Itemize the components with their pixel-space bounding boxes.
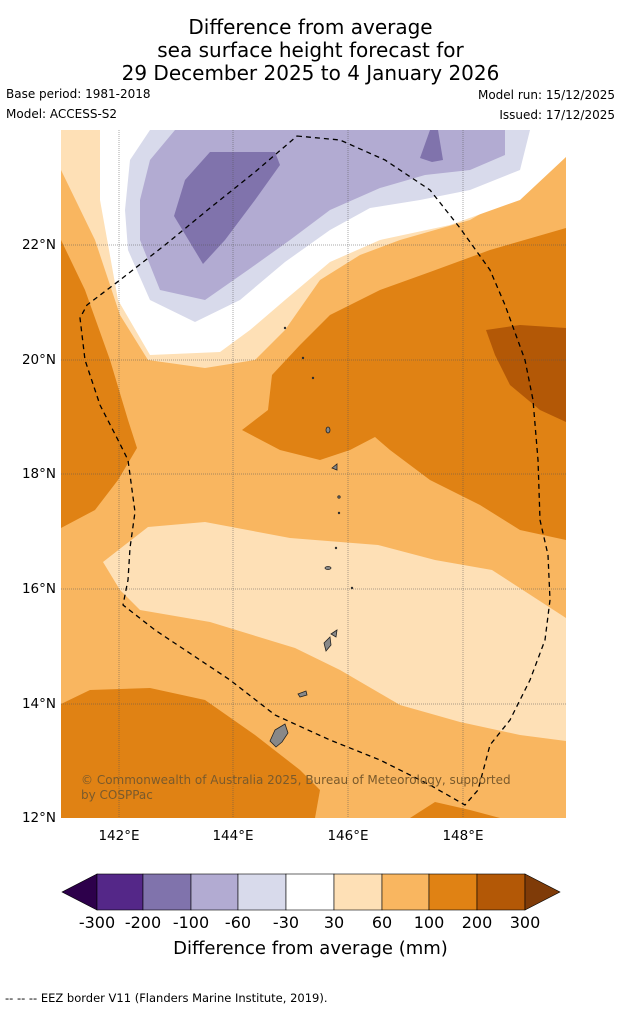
pagan-island (325, 426, 331, 434)
colorbar-tick: 100 (413, 913, 445, 932)
anomaly-200-300-northeast (486, 325, 566, 422)
lon-label: 148°E (442, 828, 483, 844)
colorbar-segment (96, 873, 144, 911)
lon-labels: 142°E 144°E 146°E 148°E (98, 828, 483, 844)
lat-label: 22°N (22, 237, 56, 253)
colorbar-tick: 300 (509, 913, 541, 932)
anomaly-100-200-south (410, 802, 500, 818)
lon-label: 146°E (327, 828, 368, 844)
colorbar-label: Difference from average (mm) (173, 938, 448, 959)
lat-label: 20°N (22, 352, 56, 368)
title-line-2: sea surface height forecast for (157, 38, 464, 62)
eez-legend-footer: -- -- -- EEZ border V11 (Flanders Marine… (5, 991, 328, 1005)
issued-date: Issued: 17/12/2025 (499, 108, 615, 122)
alamagan-island (337, 495, 341, 499)
colorbar-tick: 30 (323, 913, 345, 932)
colorbar-segment (285, 873, 335, 911)
title-line-1: Difference from average (188, 15, 433, 39)
lat-label: 18°N (22, 466, 56, 482)
lat-label: 12°N (22, 810, 56, 826)
islands (269, 326, 354, 748)
colorbar-segment (428, 873, 478, 911)
graticule (61, 130, 566, 818)
lat-labels: 22°N 20°N 18°N 16°N 14°N 12°N (22, 237, 56, 826)
lat-label: 14°N (22, 696, 56, 712)
colorbar (61, 873, 561, 911)
copyright-notice: © Commonwealth of Australia 2025, Bureau… (81, 773, 511, 802)
anomaly-minus100-region (174, 152, 280, 264)
colorbar-tick: -300 (78, 913, 116, 932)
base-period: Base period: 1981-2018 (6, 87, 151, 101)
tinian-island (330, 629, 338, 638)
colorbar-segment (190, 873, 239, 911)
colorbar-tick: -30 (272, 913, 300, 932)
colorbar-segment (333, 873, 383, 911)
colorbar-tick: 60 (371, 913, 393, 932)
model-name: Model: ACCESS-S2 (6, 107, 118, 121)
colorbar-segment (476, 873, 526, 911)
eez-border (79, 135, 551, 806)
colorbar-segment (237, 873, 287, 911)
forecast-map: 22°N 20°N 18°N 16°N 14°N 12°N 142°E 144°… (22, 130, 566, 844)
title-line-3: 29 December 2025 to 4 January 2026 (121, 61, 500, 85)
lon-label: 144°E (212, 828, 253, 844)
anomaly-100-200-west (61, 240, 137, 528)
colorbar-tick: -200 (124, 913, 162, 932)
saipan-island (323, 636, 332, 652)
colorbar-tick: 200 (461, 913, 493, 932)
guam-island (269, 723, 289, 748)
colorbar-tick: -100 (172, 913, 210, 932)
colorbar-segment (142, 873, 192, 911)
model-run: Model run: 15/12/2025 (477, 88, 615, 102)
colorbar-tick: -60 (224, 913, 252, 932)
lat-label: 16°N (22, 581, 56, 597)
anomaly-100-200-southwest (61, 688, 320, 818)
rota-island (297, 690, 308, 698)
lon-label: 142°E (98, 828, 139, 844)
colorbar-extend-high (524, 873, 561, 911)
agrihan-island (331, 463, 338, 471)
anomaly-100-200-northeast (242, 228, 566, 540)
colorbar-extend-low (61, 873, 98, 911)
colorbar-segment (381, 873, 430, 911)
anomaly-minus100-small (420, 130, 443, 162)
anatahan-island (324, 566, 332, 570)
